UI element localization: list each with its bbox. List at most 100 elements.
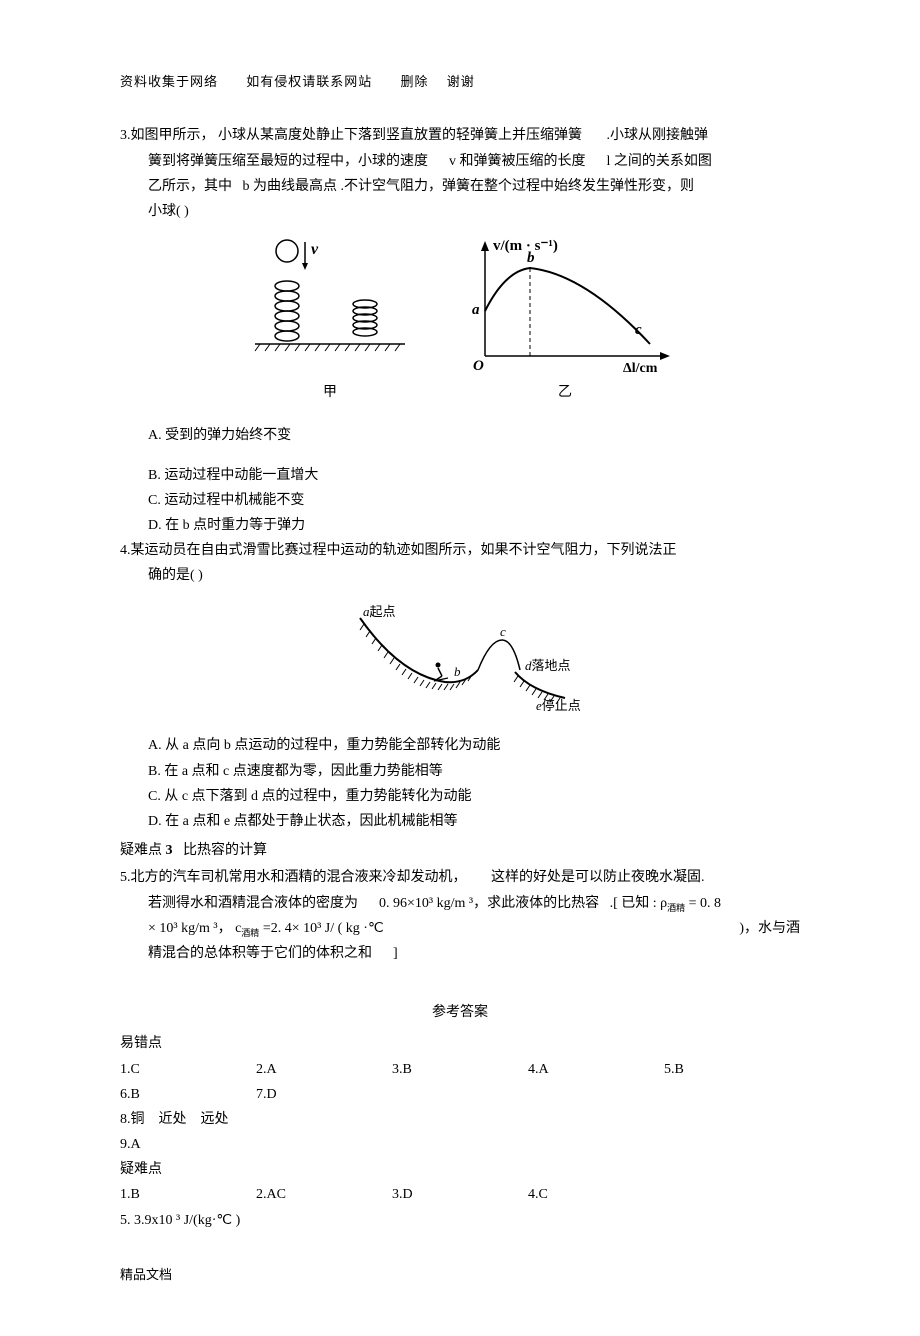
difficult-num: 3 — [166, 843, 173, 858]
point-b: b — [527, 250, 535, 266]
ans-3b: 3.B — [392, 1057, 528, 1082]
q5-sub1: 酒精 — [667, 902, 685, 912]
q5-line2b: 0. 96×10³ kg/m ³，求此液体的比热容 — [379, 896, 599, 911]
difficult-section: 疑难点 3 比热容的计算 — [120, 838, 800, 863]
q3-optA: A. 受到的弹力始终不变 — [120, 423, 800, 448]
answer-row-5: 1.B 2.AC 3.D 4.C — [120, 1182, 800, 1207]
ski-track-diagram: a起点 b c d落地点 e停止点 — [330, 600, 590, 715]
answer-row-4: 9.A — [120, 1132, 800, 1157]
ans-d1b: 1.B — [120, 1182, 256, 1207]
q5-line4: 精混合的总体积等于它们的体积之和 ] — [120, 941, 800, 966]
spring-diagram: v — [245, 236, 415, 376]
header-part2: 如有侵权请联系网站 — [246, 70, 372, 93]
q4-optC: C. 从 c 点下落到 d 点的过程中，重力势能转化为动能 — [120, 784, 800, 809]
ans-d2ac: 2.AC — [256, 1182, 392, 1207]
q5-line1: 5.北方的汽车司机常用水和酒精的混合液来冷却发动机， 这样的好处是可以防止夜晚水… — [120, 865, 800, 890]
q4-optD: D. 在 a 点和 e 点都处于静止状态，因此机械能相等 — [120, 809, 800, 834]
q5-line2c: .[ 已知 : ρ — [610, 896, 668, 911]
q5-line4b: ] — [393, 946, 398, 961]
velocity-graph: v/(m · s⁻¹) a b c O Δl/cm — [455, 236, 675, 376]
q4-figure: a起点 b c d落地点 e停止点 — [120, 600, 800, 715]
ski-b-label: b — [454, 664, 461, 679]
answers-title: 参考答案 — [120, 1000, 800, 1025]
ski-d-label: d落地点 — [525, 658, 571, 673]
header-part3: 删除 — [401, 70, 429, 93]
q3-line1c: .小球从刚接触弹 — [607, 128, 709, 143]
q3-optC: C. 运动过程中机械能不变 — [120, 488, 800, 513]
q4-line1: 4.某运动员在自由式滑雪比赛过程中运动的轨迹如图所示，如果不计空气阻力，下列说法… — [120, 538, 800, 563]
ans-dempty — [664, 1182, 800, 1207]
q3-line1b: 小球从某高度处静止下落到竖直放置的轻弹簧上并压缩弹簧 — [218, 128, 582, 143]
q5-line2: 若测得水和酒精混合液体的密度为 0. 96×10³ kg/m ³，求此液体的比热… — [120, 891, 800, 916]
ans-empty1 — [392, 1082, 528, 1107]
answer-row-1: 1.C 2.A 3.B 4.A 5.B — [120, 1057, 800, 1082]
q3-line3a: 乙所示，其中 — [148, 179, 232, 194]
q4-num: 4. — [120, 543, 131, 558]
ans-empty2 — [528, 1082, 664, 1107]
ylabel: v/(m · s⁻¹) — [493, 238, 558, 254]
point-c: c — [635, 322, 642, 338]
origin: O — [473, 358, 484, 374]
difficult-answer-label: 疑难点 — [120, 1157, 800, 1182]
header-part4: 谢谢 — [447, 70, 475, 93]
q3-line2: 簧到将弹簧压缩至最短的过程中，小球的速度 v 和弹簧被压缩的长度 l 之间的关系… — [120, 149, 800, 174]
q3-line2c: l 之间的关系如图 — [607, 154, 712, 169]
q3-line2a: 簧到将弹簧压缩至最短的过程中，小球的速度 — [148, 154, 428, 169]
fig-yi-label: 乙 — [558, 380, 572, 405]
ans-d3d: 3.D — [392, 1182, 528, 1207]
point-a: a — [472, 302, 480, 318]
answer-row-6: 5. 3.9x10 ³ J/(kg·℃ ) — [120, 1208, 800, 1233]
q3-optB: B. 运动过程中动能一直增大 — [120, 463, 800, 488]
q5-line1b: 这样的好处是可以防止夜晚水凝固. — [491, 870, 705, 885]
difficult-label: 疑难点 — [120, 843, 162, 858]
q3-figure-jia: v — [245, 236, 415, 405]
header-note: 资料收集于网络 如有侵权请联系网站 删除 谢谢 — [120, 70, 800, 93]
q5-line2d: = 0. 8 — [689, 896, 721, 911]
q5-line1a: 北方的汽车司机常用水和酒精的混合液来冷却发动机， — [131, 870, 467, 885]
q3-line1: 3.如图甲所示， 小球从某高度处静止下落到竖直放置的轻弹簧上并压缩弹簧 .小球从… — [120, 123, 800, 148]
fig-jia-label: 甲 — [323, 380, 337, 405]
v-label: v — [311, 241, 319, 258]
q3-num: 3. — [120, 128, 131, 143]
question-3: 3.如图甲所示， 小球从某高度处静止下落到竖直放置的轻弹簧上并压缩弹簧 .小球从… — [120, 123, 800, 224]
ski-e-label: e停止点 — [536, 698, 581, 713]
answer-row-2: 6.B 7.D — [120, 1082, 800, 1107]
q5-line3: × 10³ kg/m ³， c酒精 =2. 4× 10³ J/ ( kg ·℃ … — [120, 916, 800, 941]
q3-line1a: 如图甲所示， — [131, 128, 215, 143]
q4-optB: B. 在 a 点和 c 点速度都为零，因此重力势能相等 — [120, 759, 800, 784]
q5-line3c: =2. 4× 10³ J/ ( kg ·℃ — [263, 921, 384, 936]
q5-line3a: × 10³ kg/m ³， — [148, 921, 232, 936]
xlabel: Δl/cm — [623, 361, 658, 376]
ans-empty3 — [664, 1082, 800, 1107]
ans-1c: 1.C — [120, 1057, 256, 1082]
q4-text1: 某运动员在自由式滑雪比赛过程中运动的轨迹如图所示，如果不计空气阻力，下列说法正 — [131, 543, 677, 558]
question-5: 5.北方的汽车司机常用水和酒精的混合液来冷却发动机， 这样的好处是可以防止夜晚水… — [120, 865, 800, 966]
ans-7d: 7.D — [256, 1082, 392, 1107]
header-part1: 资料收集于网络 — [120, 70, 218, 93]
q5-line2a: 若测得水和酒精混合液体的密度为 — [148, 896, 358, 911]
ans-4a: 4.A — [528, 1057, 664, 1082]
q5-line3d: )，水与酒 — [739, 916, 800, 941]
q3-optD: D. 在 b 点时重力等于弹力 — [120, 513, 800, 538]
q3-line2b: v 和弹簧被压缩的长度 — [449, 154, 586, 169]
question-4: 4.某运动员在自由式滑雪比赛过程中运动的轨迹如图所示，如果不计空气阻力，下列说法… — [120, 538, 800, 588]
footer-note: 精品文档 — [120, 1263, 800, 1286]
easy-label: 易错点 — [120, 1031, 800, 1056]
ans-2a: 2.A — [256, 1057, 392, 1082]
ans-d4c: 4.C — [528, 1182, 664, 1207]
ski-c-label: c — [500, 624, 506, 639]
q4-optA: A. 从 a 点向 b 点运动的过程中，重力势能全部转化为动能 — [120, 733, 800, 758]
difficult-title: 比热容的计算 — [183, 843, 267, 858]
ans-5b: 5.B — [664, 1057, 800, 1082]
q3-line4: 小球( ) — [120, 199, 800, 224]
q3-figure-yi: v/(m · s⁻¹) a b c O Δl/cm 乙 — [455, 236, 675, 405]
q5-num: 5. — [120, 870, 131, 885]
q3-line3: 乙所示，其中 b 为曲线最高点 .不计空气阻力，弹簧在整个过程中始终发生弹性形变… — [120, 174, 800, 199]
q3-line3b: b 为曲线最高点 .不计空气阻力，弹簧在整个过程中始终发生弹性形变，则 — [243, 179, 695, 194]
q4-line2: 确的是( ) — [120, 563, 800, 588]
q5-line4a: 精混合的总体积等于它们的体积之和 — [148, 946, 372, 961]
ans-6b: 6.B — [120, 1082, 256, 1107]
ski-a-label: a起点 — [363, 604, 396, 619]
answer-row-3: 8.铜 近处 远处 — [120, 1107, 800, 1132]
q3-figures: v — [120, 236, 800, 405]
